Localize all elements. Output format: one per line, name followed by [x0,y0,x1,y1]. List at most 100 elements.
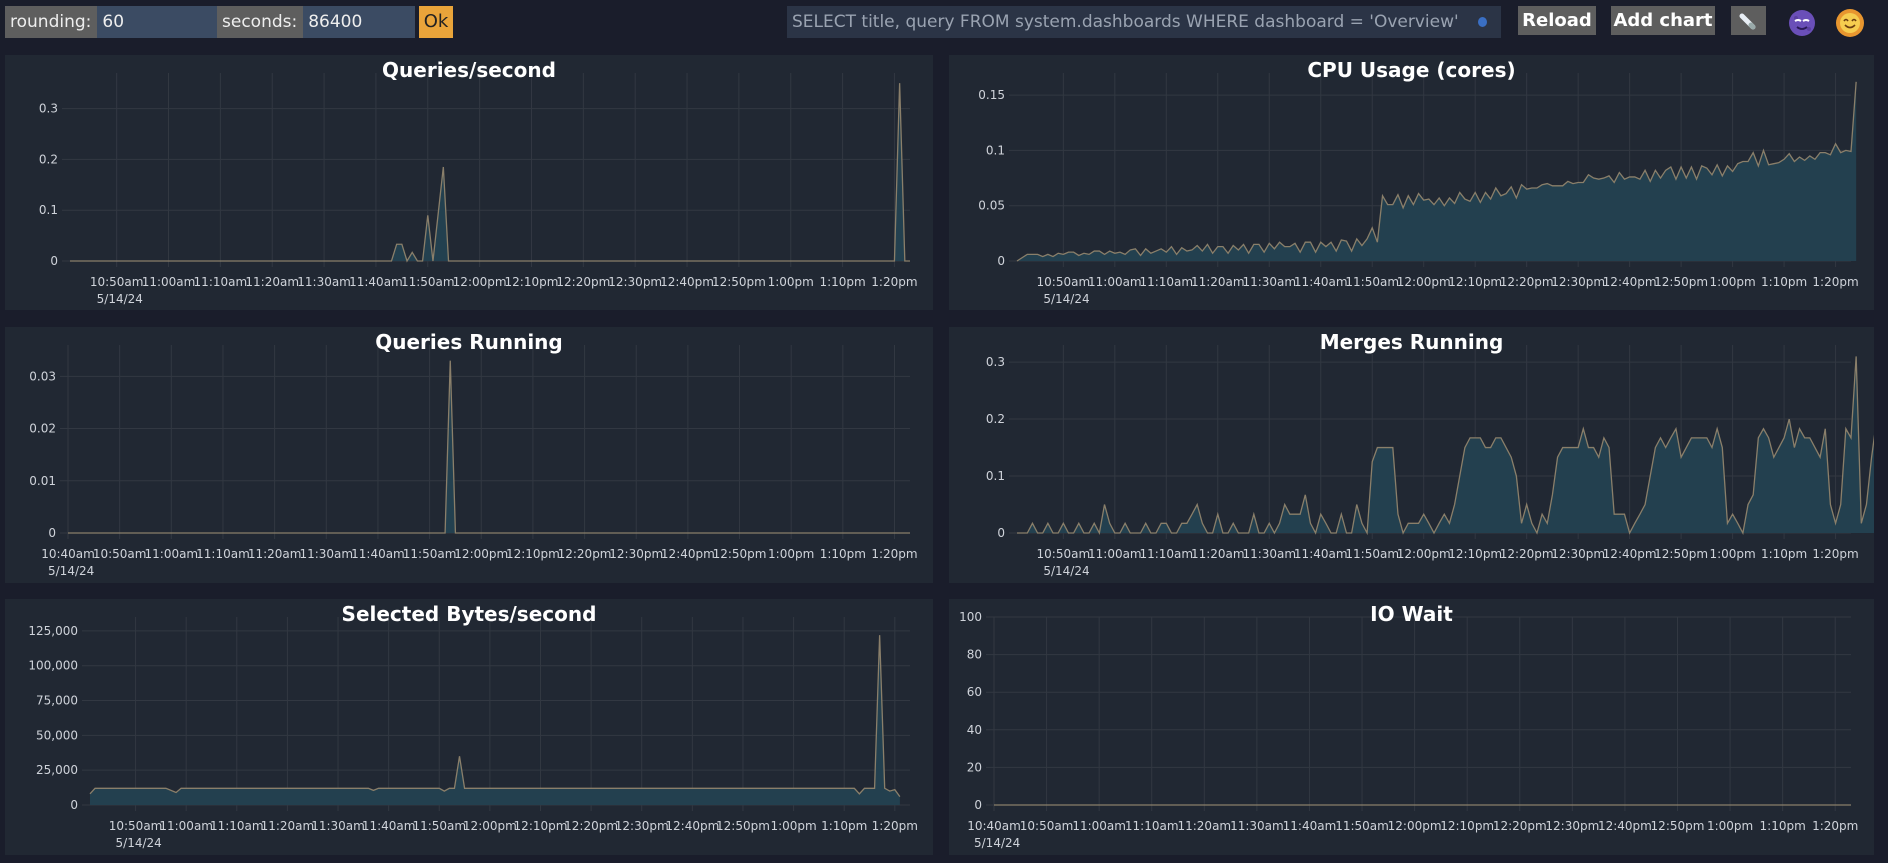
rounding-input[interactable] [97,6,240,38]
y-tick-label: 25,000 [36,763,78,777]
x-tick-label: 11:30am [1242,547,1296,561]
x-tick-label: 11:00am [159,819,213,833]
chart-title: IO Wait [1370,602,1453,626]
y-tick-label: 0.15 [978,88,1005,102]
x-tick-label: 11:20am [1191,275,1245,289]
x-tick-label: 12:00pm [463,819,517,833]
x-tick-label: 12:10pm [514,819,568,833]
x-tick-label: 11:50am [412,819,466,833]
y-tick-label: 0.01 [29,474,56,488]
sun-face-icon [1836,9,1864,37]
y-tick-label: 40 [967,723,982,737]
x-tick-label: 12:20pm [1493,819,1547,833]
x-tick-label: 12:50pm [713,547,767,561]
run-query-button[interactable] [1461,6,1501,38]
x-tick-label: 11:10am [1139,275,1193,289]
selected-bytes-second-chart: 0 25,000 50,000 75,000 100,000 125,000 10:50am… [28,602,918,850]
y-tick-label: 0.05 [978,199,1005,213]
x-tick-label: 12:00pm [1388,819,1442,833]
seconds-label: seconds: [217,6,304,38]
x-tick-label: 12:50pm [1654,547,1708,561]
x-tick-label: 12:10pm [505,275,559,289]
x-tick-label: 1:20pm [1812,547,1858,561]
queries-running-area [68,360,910,533]
x-tick-label: 1:10pm [821,819,867,833]
date-label: 5/14/24 [97,292,143,306]
rounding-label: rounding: [5,6,98,38]
chart-panel-io-wait: 0 20 40 60 80 100 10:40am 10:50am 11:00am 11:10am… [949,599,1874,855]
queries-second-series-line [70,83,910,263]
ok-button[interactable]: Ok [419,6,453,38]
y-tick-label: 0 [997,254,1005,268]
x-tick-label: 12:00pm [1397,275,1451,289]
seconds-input[interactable] [303,6,416,38]
x-tick-label: 10:50am [1037,547,1091,561]
x-tick-label: 11:50am [1345,547,1399,561]
pencil-icon [1739,13,1756,30]
add-chart-button[interactable]: Add chart [1611,6,1715,35]
query-input[interactable]: SELECT title, query FROM system.dashboar… [787,6,1461,38]
x-tick-label: 10:50am [93,547,147,561]
x-tick-label: 11:20am [261,819,315,833]
x-tick-label: 11:20am [248,547,302,561]
y-tick-label: 0.02 [29,422,56,436]
cpu-usage-series-line [1016,81,1857,262]
x-tick-label: 11:10am [194,275,248,289]
x-tick-label: 12:30pm [615,819,669,833]
x-tick-label: 11:00am [1088,275,1142,289]
x-tick-label: 12:40pm [1603,547,1657,561]
x-tick-label: 11:30am [1230,819,1284,833]
light-theme-button[interactable] [1835,8,1865,38]
x-tick-label: 12:20pm [1500,275,1554,289]
y-tick-label: 0.3 [986,355,1005,369]
x-tick-label: 11:30am [299,547,353,561]
edit-button[interactable] [1731,6,1766,35]
x-tick-label: 11:50am [1335,819,1389,833]
y-tick-label: 0.1 [986,469,1005,483]
dark-theme-button[interactable] [1787,8,1817,38]
x-tick-label: 10:50am [109,819,163,833]
x-tick-label: 12:50pm [1654,275,1708,289]
x-tick-label: 10:40am [967,819,1021,833]
toolbar: rounding: seconds: Ok SELECT title, quer… [0,0,1888,42]
y-tick-label: 0.03 [29,369,56,383]
x-tick-label: 12:20pm [564,819,618,833]
x-tick-label: 10:50am [1037,275,1091,289]
y-tick-label: 100,000 [28,659,78,673]
x-tick-label: 11:40am [1294,547,1348,561]
date-label: 5/14/24 [1043,564,1089,578]
x-tick-label: 12:50pm [1651,819,1705,833]
queries-second-chart: 00.10.20.310:50am11:00am11:10am11:20am11… [39,58,918,306]
queries-running-chart: 0 0.01 0.02 0.03 10:40am10:50am11:00am11:10a… [29,330,917,578]
chart-panel-selected-bytes-second: 0 25,000 50,000 75,000 100,000 125,000 10:50am… [5,599,933,855]
rounding-param: rounding: [5,6,240,38]
x-tick-label: 12:00pm [454,547,508,561]
chart-panel-merges-running: 0 0.1 0.2 0.3 10:50am 11:00am 11:10am 11:20am 11… [949,327,1874,583]
chart-title: Selected Bytes/second [342,602,597,626]
x-tick-label: 10:40am [41,547,95,561]
x-tick-label: 11:20am [1191,547,1245,561]
date-label: 5/14/24 [48,564,94,578]
chart-title: Queries Running [375,330,562,354]
merges-running-series-line [1017,356,1874,536]
y-tick-label: 0.2 [39,152,58,166]
y-tick-label: 50,000 [36,728,78,742]
queries-running-series-line [68,360,910,534]
y-tick-label: 0 [997,526,1005,540]
reload-button[interactable]: Reload [1518,6,1596,35]
queries-second-area [70,83,910,261]
x-tick-label: 12:20pm [556,275,610,289]
selected-bytes-second-series-line [89,635,901,798]
x-tick-label: 11:40am [1294,275,1348,289]
y-tick-label: 60 [967,685,982,699]
chart-panel-cpu-usage: 0 0.05 0.1 0.15 10:50am 11:00am 11:10am 11:20am… [949,55,1874,310]
date-label: 5/14/24 [974,836,1020,850]
x-tick-label: 12:00pm [1397,547,1451,561]
x-tick-label: 11:40am [1283,819,1337,833]
y-tick-label: 0 [70,798,78,812]
y-tick-label: 0.3 [39,102,58,116]
x-tick-label: 1:20pm [871,275,917,289]
x-tick-label: 12:30pm [1545,819,1599,833]
x-tick-label: 1:10pm [1761,275,1807,289]
x-tick-label: 1:20pm [871,547,917,561]
